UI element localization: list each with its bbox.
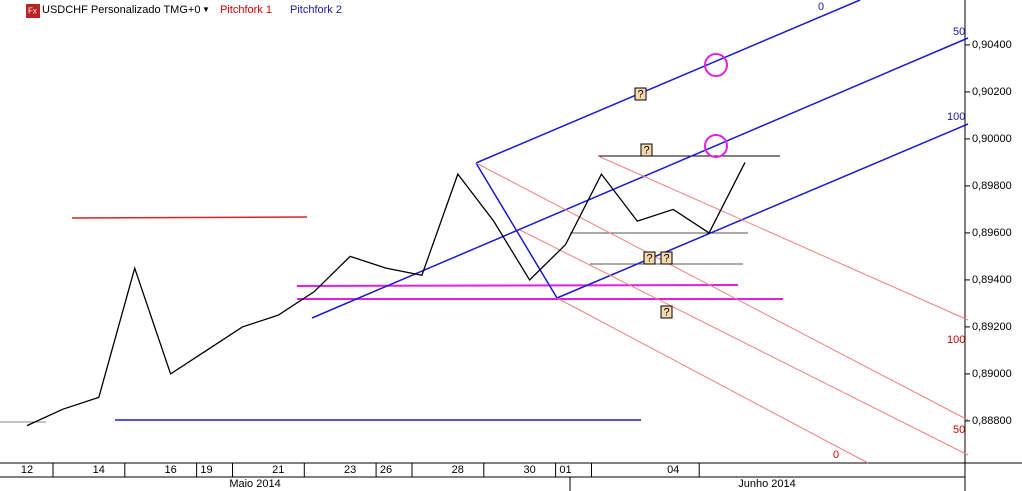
logo-text: Fx [28,7,37,16]
red-level [71,216,308,219]
level-label: 0 [833,449,839,461]
x-tick-label: 04 [667,464,679,476]
x-tick-label: 28 [452,464,464,476]
x-tick-label: 01 [559,464,571,476]
y-tick-label: 0,90200 [972,86,1012,98]
marker-box [640,143,653,157]
pitchfork-line [556,297,869,464]
marker: ? [647,252,653,264]
x-tick-label: 26 [380,464,392,476]
y-tick-label: 0,89000 [972,368,1012,380]
level-label: 100 [947,111,965,123]
marker: ? [664,252,670,264]
drawings [0,0,969,464]
y-tick-label: 0,90400 [972,39,1012,51]
y-tick-label: 0,89400 [972,274,1012,286]
pitchfork-line [519,229,969,456]
x-tick-label: 19 [200,464,212,476]
markers: ? ? ? ? ? [634,87,673,319]
x-tick-label: 14 [93,464,105,476]
magenta-level [296,284,739,287]
x-tick-label: 16 [164,464,176,476]
month-label: Junho 2014 [738,478,796,490]
toolbar-item[interactable]: Pitchfork 1 [220,4,272,16]
level-label: 0 [818,1,824,13]
logo [26,4,40,18]
level-label: 50 [953,424,965,436]
dropdown[interactable]: ▼ [202,5,210,14]
x-tick-label: 23 [344,464,356,476]
toolbar-item[interactable]: Pitchfork 2 [290,4,342,16]
marker-box [643,251,656,265]
pitchfork-line [597,155,969,321]
price-line [26,162,746,427]
marker-box [660,251,673,265]
chart-title: USDCHF Personalizado TMG+0 [42,4,200,16]
pitchfork-line [475,162,969,421]
marker: ? [644,144,650,156]
pitchfork-line [475,0,861,164]
y-tick-label: 0,88800 [972,415,1012,427]
y-tick-label: 0,89800 [972,180,1012,192]
marker-box [660,305,673,319]
marker: ? [664,306,670,318]
pitchfork-line [556,123,969,299]
y-tick-label: 0,89200 [972,321,1012,333]
x-tick-label: 30 [523,464,535,476]
y-tick-label: 0,89600 [972,227,1012,239]
highlight-circle [704,134,728,158]
x-tick-label: 21 [272,464,284,476]
level-label: 50 [953,26,965,38]
month-label: Maio 2014 [229,478,280,490]
x-tick-label: 12 [21,464,33,476]
highlight-circle [704,53,728,77]
level-label: 100 [947,334,965,346]
marker: ? [638,88,644,100]
y-tick-label: 0,90000 [972,133,1012,145]
pitchfork-line [311,37,969,319]
marker-box [634,87,647,101]
pitchfork-handle [475,162,558,299]
